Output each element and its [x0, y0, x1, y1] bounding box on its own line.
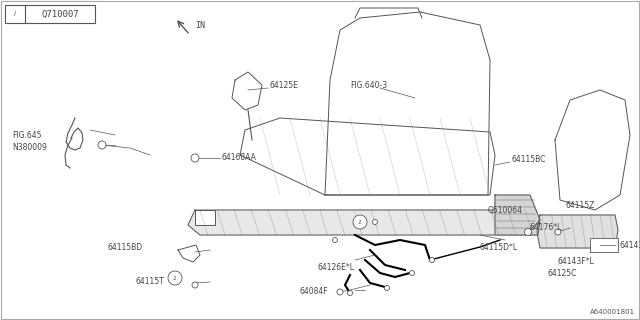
Circle shape	[385, 285, 390, 291]
Text: 64115T: 64115T	[135, 277, 164, 286]
Text: 64115BC: 64115BC	[512, 156, 547, 164]
Text: FIG.640-3: FIG.640-3	[350, 81, 387, 90]
Bar	[5, 5, 95, 23]
Polygon shape	[325, 12, 490, 195]
Text: 64125C: 64125C	[548, 269, 577, 278]
Text: A640001801: A640001801	[590, 309, 635, 315]
Circle shape	[9, 8, 21, 20]
Circle shape	[191, 154, 199, 162]
Polygon shape	[232, 72, 262, 110]
Text: 64126E*L: 64126E*L	[318, 263, 355, 273]
Text: Q710007: Q710007	[41, 10, 79, 19]
Text: 1: 1	[358, 220, 362, 225]
Text: IN: IN	[195, 20, 205, 29]
Text: 1: 1	[173, 276, 177, 281]
Polygon shape	[195, 210, 215, 225]
Circle shape	[333, 237, 337, 243]
Text: 64115Z: 64115Z	[565, 201, 595, 210]
Circle shape	[192, 282, 198, 288]
Text: 64125E: 64125E	[270, 82, 299, 91]
Circle shape	[98, 141, 106, 149]
Circle shape	[429, 258, 435, 262]
Text: 64176*L: 64176*L	[530, 223, 563, 233]
Circle shape	[372, 220, 378, 225]
Text: 64143H: 64143H	[620, 241, 640, 250]
Text: Q510064: Q510064	[488, 205, 523, 214]
Polygon shape	[188, 210, 540, 235]
Text: 64115BD: 64115BD	[108, 244, 143, 252]
Polygon shape	[240, 118, 495, 195]
Bar	[590, 238, 618, 252]
Circle shape	[337, 289, 343, 295]
Text: i: i	[14, 12, 16, 18]
Text: 64143F*L: 64143F*L	[558, 258, 595, 267]
Polygon shape	[495, 195, 540, 235]
Text: N380009: N380009	[12, 143, 47, 153]
Text: 64168AA: 64168AA	[222, 154, 257, 163]
Text: FIG.645: FIG.645	[12, 131, 42, 140]
Circle shape	[555, 229, 561, 235]
Circle shape	[168, 271, 182, 285]
Polygon shape	[555, 90, 630, 210]
Circle shape	[525, 228, 531, 236]
Polygon shape	[537, 215, 618, 248]
Polygon shape	[178, 245, 200, 262]
Text: 64115D*L: 64115D*L	[480, 244, 518, 252]
Circle shape	[353, 215, 367, 229]
Circle shape	[348, 291, 353, 295]
Text: 64084F: 64084F	[300, 287, 328, 297]
Circle shape	[410, 270, 415, 276]
